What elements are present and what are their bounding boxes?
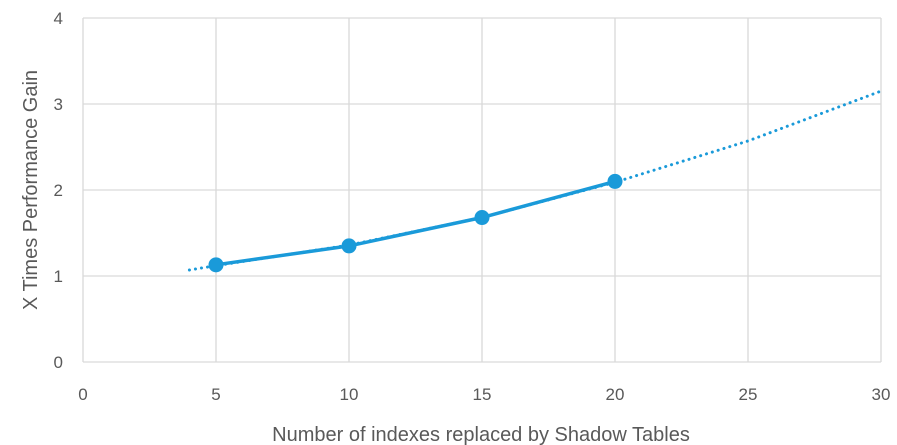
- series-layer: [208, 173, 623, 273]
- x-tick-label-25: 25: [739, 385, 758, 404]
- data-point-x5: [208, 257, 224, 273]
- grid-lines: [82, 17, 882, 363]
- x-tick-label-15: 15: [473, 385, 492, 404]
- y-tick-label-2: 2: [54, 181, 63, 200]
- x-tick-label-10: 10: [340, 385, 359, 404]
- y-tick-label-1: 1: [54, 267, 63, 286]
- trendline-layer: [187, 89, 883, 272]
- x-tick-labels: 0 5 10 15 20 25 30: [78, 385, 890, 404]
- x-tick-label-30: 30: [872, 385, 891, 404]
- trendline: [187, 89, 883, 272]
- x-tick-label-5: 5: [211, 385, 220, 404]
- data-point-x10: [341, 238, 357, 254]
- series-line-0: [214, 179, 617, 267]
- x-tick-label-0: 0: [78, 385, 87, 404]
- y-tick-labels: 0 1 2 3 4: [54, 9, 63, 372]
- y-axis-title: X Times Performance Gain: [20, 70, 42, 310]
- y-tick-label-0: 0: [54, 353, 63, 372]
- data-point-x20: [607, 173, 623, 189]
- y-tick-label-4: 4: [54, 9, 63, 28]
- y-tick-label-3: 3: [54, 95, 63, 114]
- x-tick-label-20: 20: [606, 385, 625, 404]
- data-point-x15: [474, 210, 490, 226]
- x-axis-title: Number of indexes replaced by Shadow Tab…: [272, 424, 690, 445]
